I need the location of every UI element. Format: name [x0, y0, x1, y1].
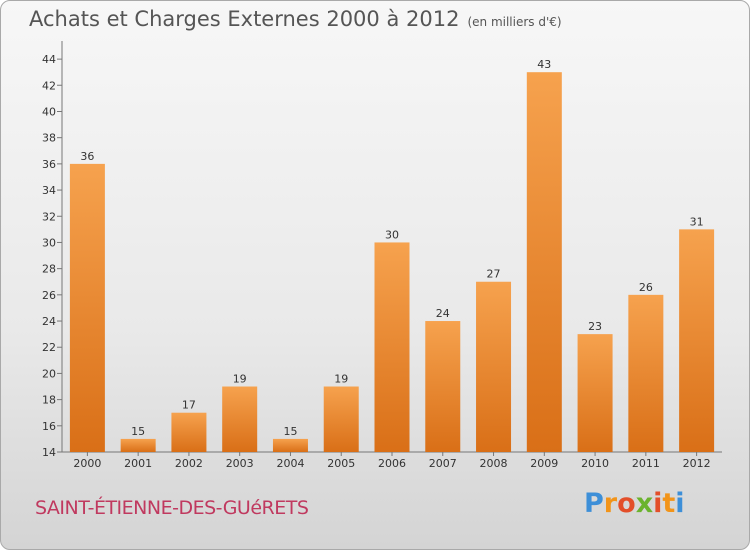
- y-tick-label: 42: [42, 79, 56, 92]
- title-text: Achats et Charges Externes 2000 à 2012: [29, 7, 460, 31]
- x-axis: 2000 2001 2002 2003 2004 2005 2006 2007 2008 2009…: [62, 451, 722, 470]
- bar: [679, 229, 715, 452]
- y-tick-label: 18: [42, 394, 56, 407]
- bar: [171, 412, 207, 452]
- y-tick-label: 20: [42, 367, 56, 380]
- bar-value-label: 26: [639, 281, 653, 294]
- bar: [526, 72, 562, 453]
- y-tick-label: 26: [42, 289, 56, 302]
- bar-value-label: 30: [385, 228, 399, 241]
- bar: [323, 386, 359, 452]
- y-tick-label: 36: [42, 158, 56, 171]
- logo-letter: P: [584, 488, 604, 519]
- x-tick-label: 2001: [124, 457, 152, 470]
- proxiti-logo[interactable]: Proxiti: [584, 488, 685, 519]
- x-tick-label: 2012: [683, 457, 711, 470]
- bar-value-label: 19: [233, 373, 247, 386]
- logo-letter: r: [603, 488, 618, 519]
- y-tick-label: 32: [42, 210, 56, 223]
- y-tick-label: 40: [42, 105, 56, 118]
- bar-value-label: 23: [588, 320, 602, 333]
- unit-label: (en milliers d'€): [467, 15, 562, 29]
- bar: [577, 334, 613, 452]
- x-tick-label: 2002: [175, 457, 203, 470]
- bar: [476, 281, 512, 452]
- bar-value-label: 15: [131, 425, 145, 438]
- x-tick-label: 2003: [226, 457, 254, 470]
- y-axis: 14 16 18 20 22 24 26 28 30 32 34 36 38 40 42 44: [42, 41, 63, 459]
- bar-value-label: 17: [182, 399, 196, 412]
- y-tick-label: 44: [42, 53, 56, 66]
- bar-value-label: 19: [334, 373, 348, 386]
- x-tick-label: 2011: [632, 457, 660, 470]
- bar: [69, 163, 105, 452]
- y-tick-label: 16: [42, 420, 56, 433]
- bar-value-label: 27: [487, 268, 501, 281]
- bar: [374, 242, 410, 452]
- logo-letter: i: [675, 488, 685, 519]
- bar: [272, 438, 308, 452]
- bar: [628, 294, 664, 452]
- y-tick-label: 14: [42, 446, 56, 459]
- x-tick-label: 2005: [327, 457, 355, 470]
- chart-title: Achats et Charges Externes 2000 à 2012 (e…: [29, 7, 562, 31]
- logo-letter: t: [662, 488, 676, 519]
- y-tick-label: 34: [42, 184, 56, 197]
- bar-value-label: 43: [537, 58, 551, 71]
- y-tick-label: 24: [42, 315, 56, 328]
- x-tick-label: 2009: [530, 457, 558, 470]
- bar-value-label: 31: [690, 215, 704, 228]
- x-tick-label: 2007: [429, 457, 457, 470]
- x-tick-label: 2010: [581, 457, 609, 470]
- y-tick-label: 22: [42, 341, 56, 354]
- value-labels: 36 15 17 19 15 19 30 24 27 43 23 26 31: [80, 58, 703, 438]
- bar-value-label: 24: [436, 307, 450, 320]
- x-tick-label: 2000: [73, 457, 101, 470]
- bar: [120, 438, 156, 452]
- y-tick-label: 38: [42, 132, 56, 145]
- x-tick-label: 2006: [378, 457, 406, 470]
- y-tick-label: 30: [42, 236, 56, 249]
- commune-name: SAINT-ÉTIENNE-DES-GUéRETS: [35, 497, 309, 519]
- bars: [69, 72, 715, 453]
- bar-value-label: 15: [283, 425, 297, 438]
- bar-value-label: 36: [80, 150, 94, 163]
- bar: [222, 386, 258, 452]
- bar: [425, 321, 461, 452]
- logo-letter: i: [653, 488, 663, 519]
- y-tick-label: 28: [42, 263, 56, 276]
- x-tick-label: 2008: [480, 457, 508, 470]
- x-tick-label: 2004: [276, 457, 304, 470]
- logo-letter: x: [635, 488, 654, 519]
- logo-letter: o: [617, 488, 636, 519]
